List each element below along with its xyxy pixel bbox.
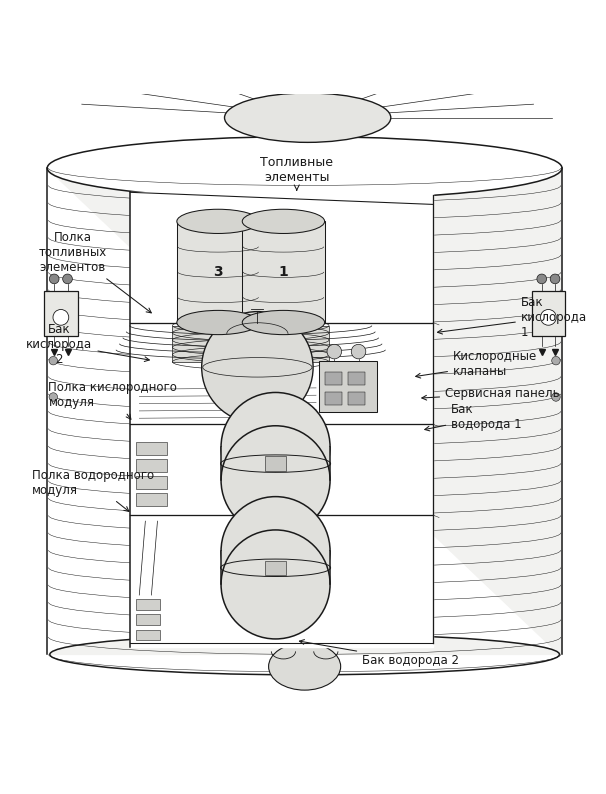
Circle shape — [541, 310, 556, 326]
Polygon shape — [130, 192, 433, 646]
Bar — [325, 372, 342, 385]
Polygon shape — [47, 168, 562, 654]
Circle shape — [49, 393, 58, 401]
Circle shape — [537, 274, 547, 283]
Bar — [531, 291, 565, 337]
Circle shape — [49, 274, 59, 283]
Ellipse shape — [242, 210, 325, 233]
Circle shape — [551, 357, 560, 365]
Bar — [44, 291, 78, 337]
Text: Бак водорода 2: Бак водорода 2 — [299, 640, 459, 667]
Ellipse shape — [268, 643, 341, 690]
Bar — [136, 441, 167, 455]
Bar — [221, 447, 330, 480]
Text: Бак
водорода 1: Бак водорода 1 — [425, 403, 522, 431]
Bar — [325, 391, 342, 405]
Circle shape — [351, 345, 366, 359]
Circle shape — [221, 392, 330, 502]
Text: Бак
кислорода
1: Бак кислорода 1 — [438, 295, 587, 338]
Circle shape — [551, 393, 560, 401]
Bar — [136, 493, 167, 506]
Circle shape — [550, 274, 560, 283]
Circle shape — [202, 311, 313, 423]
Text: Полка кислородного
модуля: Полка кислородного модуля — [48, 381, 178, 419]
Circle shape — [62, 274, 72, 283]
Text: Бак
кислорода
2: Бак кислорода 2 — [26, 323, 149, 366]
Circle shape — [53, 310, 68, 326]
Text: 3: 3 — [213, 265, 223, 279]
Text: Полка
топливных
элементов: Полка топливных элементов — [39, 231, 152, 313]
Text: Кислородные
клапаны: Кислородные клапаны — [416, 350, 538, 378]
Bar — [242, 222, 325, 322]
Bar — [177, 222, 259, 322]
Bar — [348, 372, 365, 385]
Circle shape — [221, 426, 330, 535]
Bar — [265, 561, 287, 575]
Bar — [173, 326, 329, 362]
Text: Топливные
элементы: Топливные элементы — [260, 156, 333, 190]
Bar — [136, 476, 167, 489]
Ellipse shape — [177, 210, 259, 233]
Text: 1: 1 — [279, 265, 288, 279]
Circle shape — [327, 345, 342, 359]
Bar — [265, 457, 287, 471]
Text: Сервисная панель: Сервисная панель — [422, 387, 560, 400]
Bar — [136, 615, 161, 626]
Bar — [319, 360, 377, 412]
Bar — [348, 391, 365, 405]
Text: Полка водородного
модуля: Полка водородного модуля — [32, 469, 154, 511]
Bar — [136, 459, 167, 472]
Circle shape — [221, 530, 330, 639]
Ellipse shape — [224, 93, 391, 142]
Circle shape — [221, 496, 330, 606]
Bar — [221, 551, 330, 584]
Bar — [136, 630, 161, 641]
Circle shape — [49, 357, 58, 365]
Bar — [136, 599, 161, 610]
Ellipse shape — [177, 310, 259, 334]
Ellipse shape — [242, 310, 325, 334]
